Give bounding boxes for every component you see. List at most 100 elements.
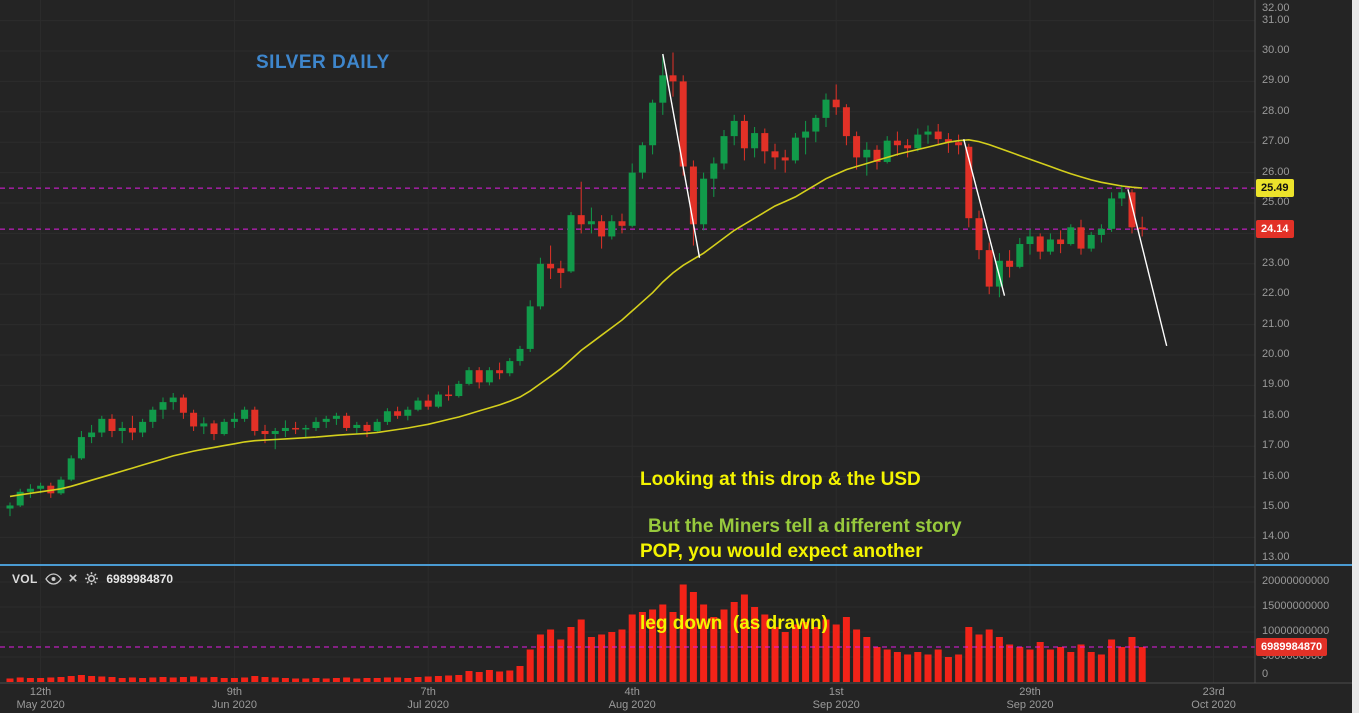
moving-average-line[interactable] (9, 138, 1143, 498)
volume-bar (1097, 654, 1105, 682)
candle-body (179, 397, 187, 413)
candle-body (1108, 198, 1116, 229)
volume-bar (516, 666, 524, 682)
candle-body (1036, 236, 1044, 252)
volume-bar (944, 657, 952, 682)
volume-bar (679, 584, 687, 682)
time-axis[interactable]: 12th May 2020 9th Jun 2020 7th Jul 2020 4th Aug… (0, 684, 1255, 713)
price-tick-label: 29.00 (1262, 74, 1290, 87)
volume-bar (496, 671, 504, 682)
volume-bar (37, 678, 45, 682)
volume-bar (1087, 652, 1095, 682)
volume-bar (547, 629, 555, 682)
candle-body (506, 361, 514, 374)
volume-bar (863, 637, 871, 682)
volume-current-value: 6989984870 (106, 571, 174, 586)
last-price-badge: 24.14 (1256, 220, 1294, 239)
volume-bar (577, 619, 585, 682)
volume-bar (761, 614, 769, 682)
candle-body (6, 505, 14, 509)
price-axis[interactable]: 32.00 31.00 30.00 29.00 28.00 27.00 26.00 25.00… (1256, 0, 1352, 683)
candle-body (873, 149, 881, 162)
volume-bar (536, 634, 544, 682)
candle-body (200, 423, 208, 427)
candle-body (1067, 227, 1075, 245)
volume-bar (210, 677, 218, 682)
candle-body (383, 411, 391, 422)
volume-bar (924, 654, 932, 682)
volume-bar (740, 594, 748, 682)
volume-bar (1128, 637, 1136, 682)
volume-tick-label: 15000000000 (1262, 600, 1330, 612)
volume-bar (169, 677, 177, 682)
candle-body (67, 458, 75, 480)
annotation-line: POP, you would expect another (640, 541, 923, 562)
annotation-miners-note[interactable]: But the Miners tell a different story (648, 516, 962, 537)
candle-body (261, 431, 269, 435)
volume-bar (445, 675, 453, 682)
candle-body (1006, 260, 1014, 267)
candle-body (679, 81, 687, 167)
candle-body (1128, 192, 1136, 228)
settings-gear-icon[interactable] (84, 571, 99, 586)
time-label: 29th Sep 2020 (985, 686, 1075, 711)
time-label: 7th Jul 2020 (383, 686, 473, 711)
candle-body (965, 146, 973, 219)
candle-body (445, 394, 453, 397)
volume-bar (281, 678, 289, 682)
time-label-month: Jun 2020 (211, 699, 258, 711)
price-tick-label: 32.00 (1262, 2, 1290, 14)
candle-body (955, 142, 963, 146)
price-tick-label: 19.00 (1262, 378, 1290, 391)
volume-bar (904, 654, 912, 682)
trendline[interactable] (963, 138, 1006, 296)
volume-bar (689, 592, 697, 682)
candle-body (220, 421, 228, 435)
price-tick-label: 28.00 (1262, 104, 1290, 117)
time-label-day: 9th (226, 686, 243, 698)
volume-bar (485, 670, 493, 682)
candle-body (302, 427, 310, 430)
volume-bar (832, 624, 840, 682)
candle-body (108, 418, 116, 431)
volume-bar (353, 678, 361, 682)
candle-body (567, 215, 575, 272)
price-tick-label: 21.00 (1262, 317, 1290, 330)
candle-body (710, 163, 718, 179)
candle-body (414, 400, 422, 410)
candle-body (1087, 234, 1095, 249)
volume-bar (802, 622, 810, 682)
trendline[interactable] (1127, 189, 1168, 347)
trendline[interactable] (662, 53, 701, 258)
volume-tick-label: 20000000000 (1262, 575, 1330, 587)
volume-tick-label: 0 (1262, 668, 1269, 680)
visibility-eye-icon[interactable] (44, 572, 62, 585)
time-label-day: 4th (624, 686, 640, 698)
volume-bar (363, 678, 371, 682)
candle-body (689, 166, 697, 225)
volume-bar (567, 627, 575, 682)
candle-body (618, 221, 626, 226)
annotation-line: leg down (as drawn) (640, 613, 828, 634)
volume-bar (179, 677, 187, 682)
candle-body (649, 102, 657, 146)
volume-indicator-legend: VOL × 6989984870 (12, 571, 173, 586)
candle-body (169, 397, 177, 403)
remove-indicator-x-icon[interactable]: × (68, 569, 78, 587)
candle-body (557, 268, 565, 273)
volume-bar (190, 676, 198, 682)
time-label-month: Sep 2020 (1006, 699, 1054, 711)
candle-body (465, 370, 473, 384)
candle-body (914, 134, 922, 149)
volume-bar (1138, 647, 1146, 682)
volume-bar (16, 677, 24, 682)
volume-bar (506, 670, 514, 682)
volume-bar (995, 637, 1003, 682)
volume-bar (1026, 649, 1034, 682)
volume-bar (893, 652, 901, 682)
annotation-usd-note[interactable]: Looking at this drop & the USD POP, you … (640, 420, 923, 684)
volume-bar (669, 612, 677, 682)
candle-body (598, 221, 606, 237)
